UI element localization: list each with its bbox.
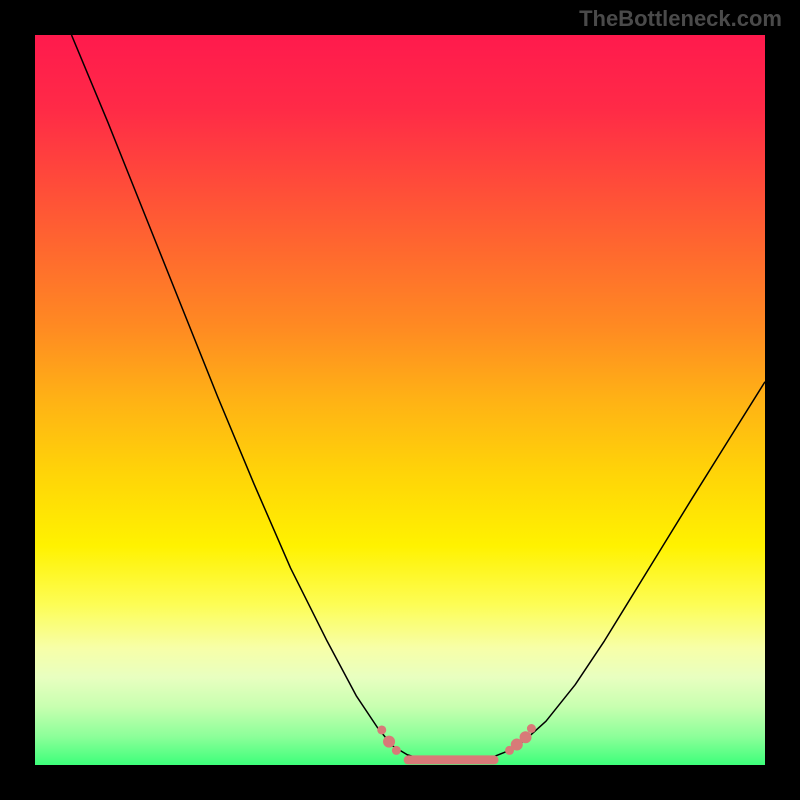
- watermark-text: TheBottleneck.com: [579, 6, 782, 32]
- marker-dot: [392, 746, 401, 755]
- marker-dot: [527, 724, 536, 733]
- chart-stage: TheBottleneck.com: [0, 0, 800, 800]
- bottleneck-curve: [72, 35, 766, 761]
- marker-pill: [404, 755, 499, 764]
- marker-dot: [520, 731, 532, 743]
- chart-overlay-svg: [35, 35, 765, 765]
- marker-dot: [383, 736, 395, 748]
- marker-dot: [377, 725, 386, 734]
- plot-area: [35, 35, 765, 765]
